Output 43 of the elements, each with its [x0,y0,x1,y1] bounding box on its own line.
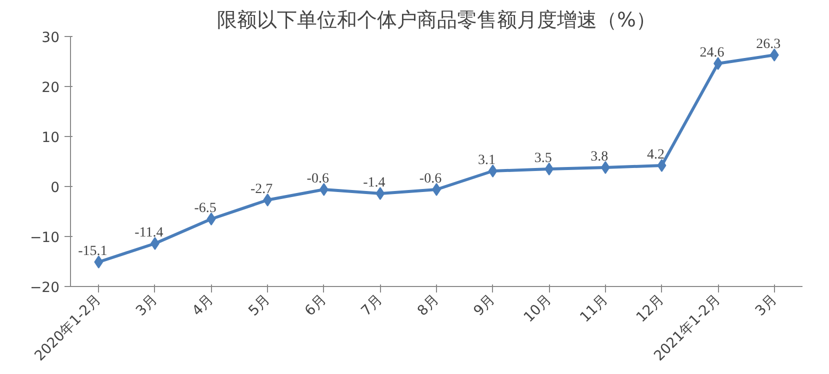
x-tick-label: 5月 [246,292,274,320]
y-tick-label: −10 [30,230,60,246]
point [488,164,498,178]
chart-title: 限额以下单位和个体户商品零售额月度增速（%） [217,8,656,32]
y-tick-label: 10 [42,130,60,146]
data-label: -15.1 [78,244,108,259]
point [714,57,723,70]
data-label: -0.6 [419,172,442,186]
point [600,161,610,174]
point [319,183,328,196]
x-tick-label: 9月 [470,292,498,320]
point [263,194,272,206]
point [770,48,779,62]
x-tick-label: 6月 [302,292,330,320]
data-label: 24.6 [700,46,724,60]
point [206,212,216,226]
x-tick-label: 8月 [414,292,442,320]
x-tick-label: 3月 [133,292,161,320]
x-tick-label: 12月 [634,292,668,326]
x-tick-label: 11月 [577,292,612,326]
x-tick-label: 3月 [752,292,780,320]
data-label: -0.6 [306,172,329,186]
data-label: 26.3 [756,37,781,52]
point [657,159,666,172]
data-label: 3.5 [534,151,552,166]
point [94,256,104,268]
y-tick-label: −20 [30,280,60,296]
data-label: -1.4 [363,176,386,190]
x-tick-label: 10月 [520,292,555,326]
data-label: -2.7 [250,182,273,197]
point [544,162,554,176]
y-tick-label: 20 [42,80,60,96]
y-tick-label: 30 [42,30,60,46]
x-tick-label: 4月 [189,292,217,320]
x-tick-label: 7月 [358,292,386,320]
data-label: -11.4 [134,226,164,240]
point [376,187,385,200]
y-tick-label: 0 [50,180,60,196]
point [150,237,160,250]
data-label: 3.8 [590,150,608,164]
data-label: 3.1 [478,153,496,168]
data-label: 4.2 [646,148,664,162]
data-label: -6.5 [194,201,216,216]
